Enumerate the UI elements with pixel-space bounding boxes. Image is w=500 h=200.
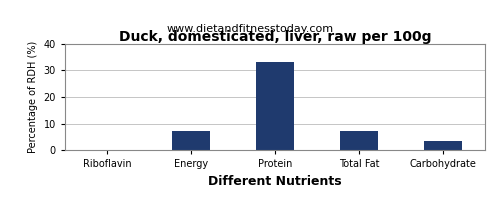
Text: www.dietandfitnesstoday.com: www.dietandfitnesstoday.com <box>166 24 334 34</box>
X-axis label: Different Nutrients: Different Nutrients <box>208 175 342 188</box>
Title: Duck, domesticated, liver, raw per 100g: Duck, domesticated, liver, raw per 100g <box>119 30 431 44</box>
Y-axis label: Percentage of RDH (%): Percentage of RDH (%) <box>28 41 38 153</box>
Bar <box>256 62 294 150</box>
Bar <box>424 141 462 150</box>
Bar <box>172 131 210 150</box>
Bar <box>340 131 378 150</box>
